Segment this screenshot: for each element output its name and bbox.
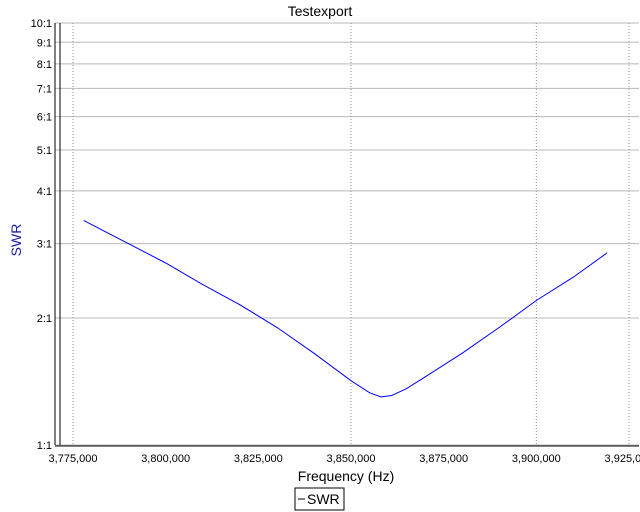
data-point-13 [424,376,426,378]
x-tick-labels: 3,775,000 3,800,000 3,825,000 3,850,000 3,87… [49,453,640,465]
data-point-18 [606,252,608,254]
data-point-15 [498,326,500,328]
data-point-8 [350,380,352,382]
data-point-10 [380,396,382,398]
data-point-2 [128,243,130,245]
data-point-6 [276,326,278,328]
x-tick-label-7: 3,925,000 [605,453,640,465]
data-point-7 [313,352,315,354]
chart-title: Testexport [288,3,353,19]
y-axis-label: SWR [8,224,24,257]
legend: SWR [294,487,345,511]
data-point-14 [461,352,463,354]
legend-entry-swr: SWR [307,491,340,507]
data-point-17 [572,276,574,278]
data-point-1 [83,220,85,222]
series-line-swr [83,220,608,398]
data-point-9 [369,392,371,394]
y-tick-label-8: 8:1 [37,59,52,71]
x-tick-label-2: 3,800,000 [141,453,190,465]
data-point-3 [165,262,167,264]
data-point-4 [202,284,204,286]
series-layer [83,220,608,398]
plot-frame [54,23,639,447]
x-tick-label-6: 3,900,000 [512,453,561,465]
data-point-11 [391,395,393,397]
x-tick-label-3: 3,825,000 [234,453,283,465]
y-tick-label-9: 9:1 [37,37,52,49]
legend-box [294,487,345,511]
y-tick-label-3: 3:1 [37,239,52,251]
x-tick-label-5: 3,875,000 [419,453,468,465]
x-tick-label-1: 3,775,000 [49,453,98,465]
x-tick-label-4: 3,850,000 [327,453,376,465]
y-tick-label-4: 4:1 [37,186,52,198]
y-tick-label-5: 5:1 [37,145,52,157]
y-tick-label-6: 6:1 [37,112,52,124]
y-tick-label-1: 1:1 [37,440,52,452]
x-axis-label: Frequency (Hz) [298,468,394,484]
data-point-12 [406,388,408,390]
grid-lines [55,22,639,446]
data-point-16 [535,299,537,301]
y-tick-label-10: 10:1 [31,18,52,30]
y-tick-labels: 1:1 2:1 3:1 4:1 5:1 6:1 7:1 8:1 9:1 10:1 [31,18,52,452]
y-tick-label-7: 7:1 [37,83,52,95]
data-point-5 [239,304,241,306]
y-tick-label-2: 2:1 [37,313,52,325]
